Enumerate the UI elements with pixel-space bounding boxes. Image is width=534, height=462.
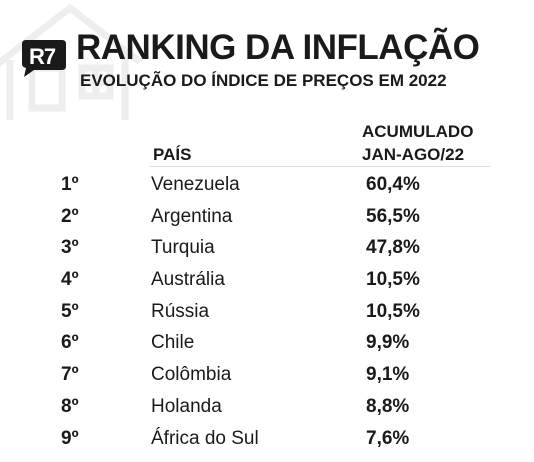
inflation-value-cell: 8,8% <box>366 395 410 417</box>
table-row: 2º Argentina 56,5% <box>0 203 534 235</box>
inflation-value-cell: 7,6% <box>366 427 410 449</box>
rank-cell: 8º <box>61 395 79 417</box>
rank-cell: 7º <box>61 364 79 386</box>
ranking-table: 1º Venezuela 60,4% 2º Argentina 56,5% 3º… <box>0 171 534 456</box>
rank-cell: 4º <box>61 269 79 291</box>
rank-cell: 2º <box>61 205 79 227</box>
page-subtitle: EVOLUÇÃO DO ÍNDICE DE PREÇOS EM 2022 <box>80 71 447 90</box>
table-row: 4º Austrália 10,5% <box>0 266 534 298</box>
inflation-value-cell: 60,4% <box>366 174 420 195</box>
country-cell: Venezuela <box>151 174 240 195</box>
house-watermark-icon <box>0 3 143 120</box>
inflation-value-cell: 9,9% <box>366 332 410 354</box>
table-row: 1º Venezuela 60,4% <box>0 171 534 203</box>
column-header-accumulated: ACUMULADO <box>362 122 474 141</box>
table-row: 8º Holanda 8,8% <box>0 393 534 425</box>
country-cell: África do Sul <box>151 427 259 449</box>
table-row: 5º Rússia 10,5% <box>0 298 534 330</box>
logo-text: R7 <box>28 44 56 69</box>
column-header-country: PAÍS <box>153 145 192 164</box>
rank-cell: 9º <box>61 427 79 449</box>
column-header-period: JAN-AGO/22 <box>362 145 465 164</box>
rank-cell: 5º <box>61 300 79 322</box>
inflation-value-cell: 9,1% <box>366 364 410 386</box>
inflation-value-cell: 10,5% <box>366 300 420 322</box>
country-cell: Chile <box>151 332 195 354</box>
country-cell: Holanda <box>151 395 222 417</box>
header-divider <box>150 166 490 167</box>
table-row: 3º Turquia 47,8% <box>0 234 534 266</box>
country-cell: Colômbia <box>151 364 232 386</box>
country-cell: Turquia <box>151 237 215 259</box>
inflation-value-cell: 56,5% <box>366 205 420 227</box>
r7-logo: R7 <box>20 38 68 78</box>
rank-cell: 1º <box>61 174 79 195</box>
table-row: 9º África do Sul 7,6% <box>0 425 534 457</box>
logo-badge-icon <box>22 40 66 77</box>
country-cell: Rússia <box>151 300 210 322</box>
rank-cell: 3º <box>61 237 79 259</box>
table-row: 6º Chile 9,9% <box>0 329 534 361</box>
inflation-value-cell: 10,5% <box>366 269 420 291</box>
table-row: 7º Colômbia 9,1% <box>0 361 534 393</box>
country-cell: Austrália <box>151 269 225 291</box>
page-title: RANKING DA INFLAÇÃO <box>76 28 480 67</box>
country-cell: Argentina <box>151 205 233 227</box>
inflation-value-cell: 47,8% <box>366 237 420 259</box>
rank-cell: 6º <box>61 332 79 354</box>
